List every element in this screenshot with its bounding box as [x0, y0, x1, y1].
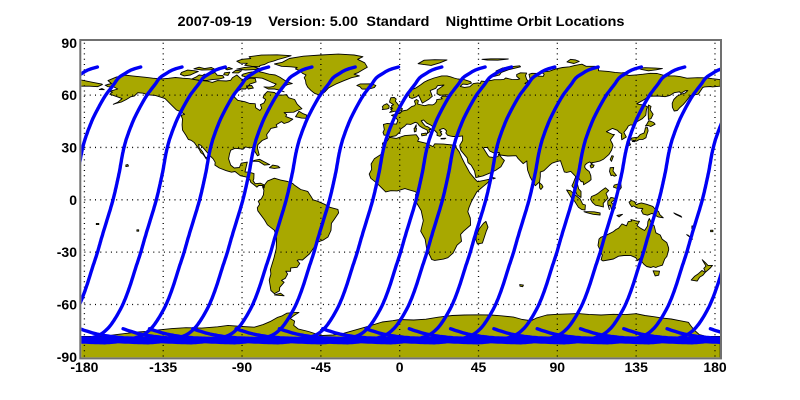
- svg-text:60: 60: [61, 87, 77, 103]
- svg-text:-135: -135: [149, 359, 177, 375]
- svg-text:135: 135: [625, 359, 649, 375]
- svg-text:180: 180: [703, 359, 727, 375]
- svg-text:-90: -90: [57, 349, 77, 365]
- svg-text:30: 30: [61, 140, 77, 156]
- svg-text:-90: -90: [232, 359, 252, 375]
- svg-text:-45: -45: [311, 359, 331, 375]
- svg-text:0: 0: [69, 192, 77, 208]
- svg-text:0: 0: [396, 359, 404, 375]
- svg-text:-60: -60: [57, 297, 77, 313]
- svg-text:-30: -30: [57, 244, 77, 260]
- svg-text:90: 90: [550, 359, 566, 375]
- svg-text:2007-09-19 Version: 5.00 S: 2007-09-19 Version: 5.00 Standard Nightt…: [178, 13, 625, 29]
- svg-text:-180: -180: [70, 359, 98, 375]
- svg-text:45: 45: [471, 359, 487, 375]
- svg-text:90: 90: [61, 35, 77, 51]
